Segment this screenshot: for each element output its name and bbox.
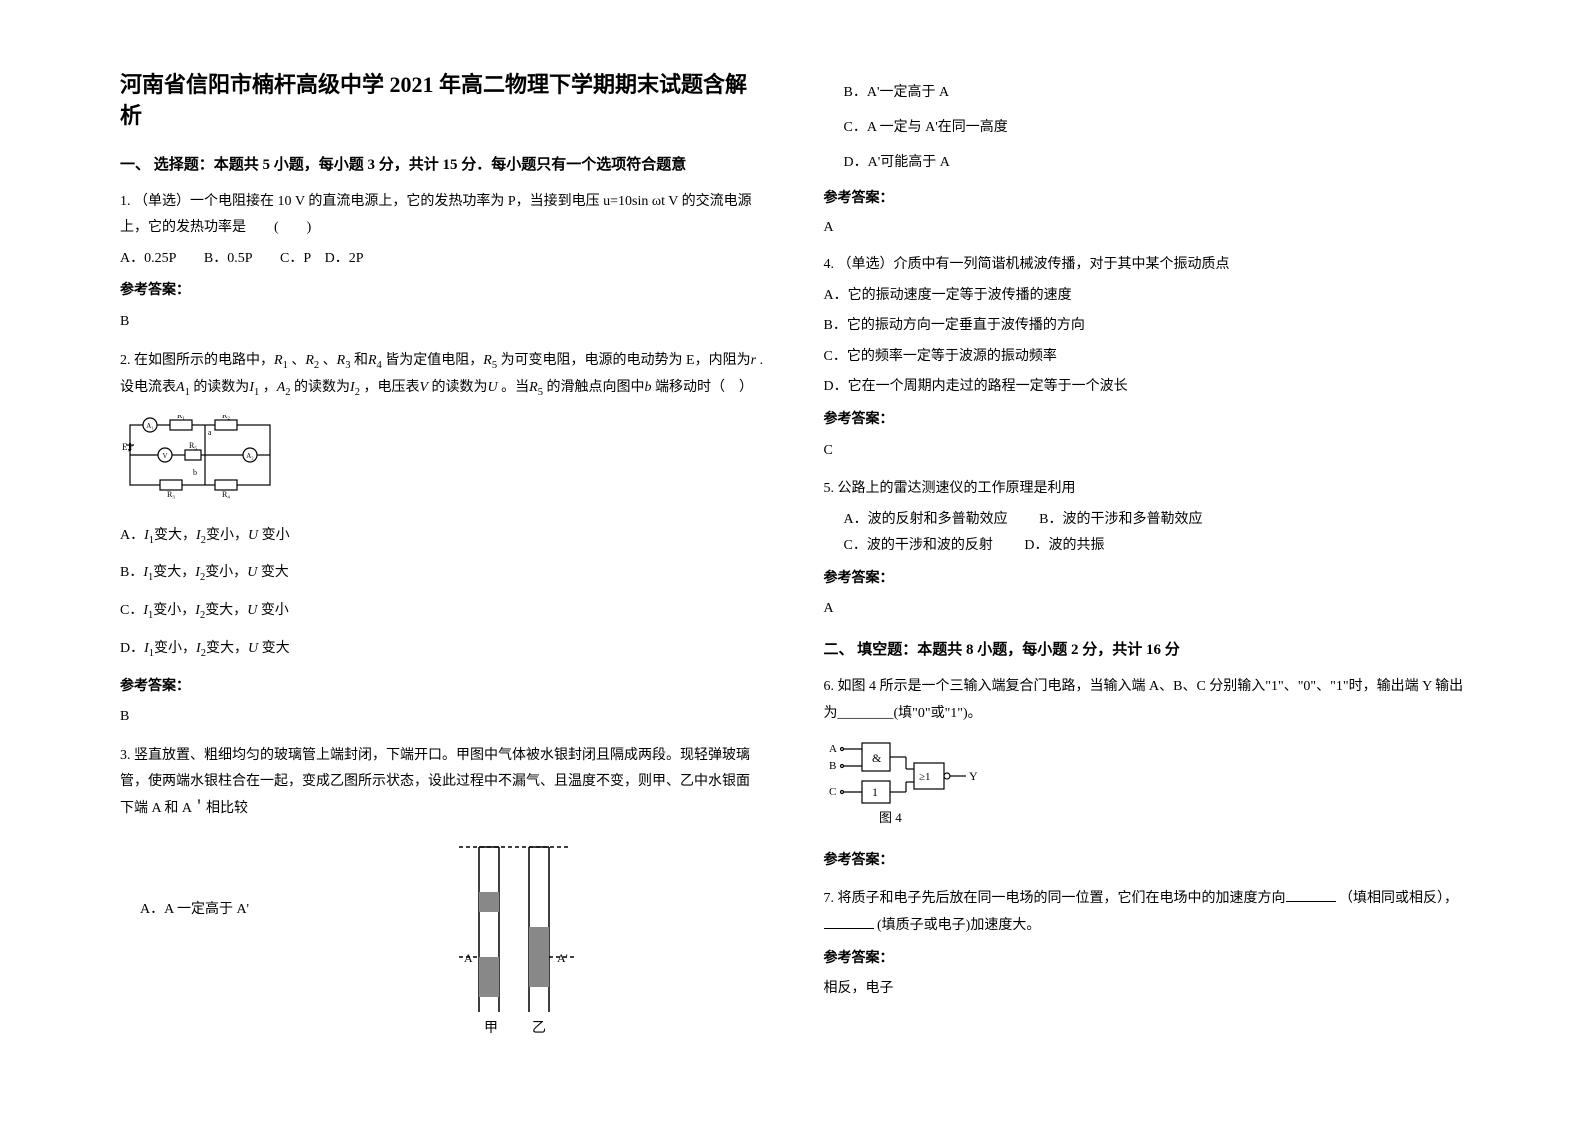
q2-p11: ，电压表 <box>363 380 419 395</box>
svg-text:V: V <box>162 452 167 460</box>
section-1-header: 一、 选择题：本题共 5 小题，每小题 3 分，共计 15 分．每小题只有一个选… <box>120 152 764 179</box>
q7-t3: (填质子或电子)加速度大。 <box>877 918 1040 933</box>
logic-gate-diagram: A B C & 1 <box>824 737 1468 838</box>
svg-text:A: A <box>464 951 473 965</box>
q4-option-b: B．它的振动方向一定垂直于波传播的方向 <box>824 313 1468 340</box>
svg-text:a: a <box>208 428 212 437</box>
q3-answer: A <box>824 215 1468 240</box>
q2-option-c: C．I1变小，I2变大，U 变小 <box>120 598 764 626</box>
q1-answer-label: 参考答案： <box>120 278 764 305</box>
q7-text: 7. 将质子和电子先后放在同一电场的同一位置，它们在电场中的加速度方向 （填相同… <box>824 886 1468 939</box>
question-5: 5. 公路上的雷达测速仪的工作原理是利用 A．波的反射和多普勒效应 B．波的干涉… <box>824 476 1468 623</box>
q2-p9: ， <box>263 380 277 395</box>
q3-option-b: B．A'一定高于 A <box>844 80 1468 105</box>
svg-text:b: b <box>193 468 197 477</box>
q4-answer-label: 参考答案： <box>824 407 1468 434</box>
svg-text:E,r: E,r <box>122 442 133 452</box>
q4-option-c: C．它的频率一定等于波源的振动频率 <box>824 344 1468 371</box>
q2-p15: 端移动时（ ） <box>655 380 753 395</box>
question-6: 6. 如图 4 所示是一个三输入端复合门电路，当输入端 A、B、C 分别输入"1… <box>824 674 1468 874</box>
q6-answer-label: 参考答案： <box>824 848 1468 875</box>
svg-text:R₅: R₅ <box>189 441 197 450</box>
q2-p12: 的读数为 <box>432 380 488 395</box>
svg-text:R₄: R₄ <box>222 490 230 499</box>
section-2-header: 二、 填空题：本题共 8 小题，每小题 2 分，共计 16 分 <box>824 637 1468 664</box>
question-7: 7. 将质子和电子先后放在同一电场的同一位置，它们在电场中的加速度方向 （填相同… <box>824 886 1468 1002</box>
q5-answer-label: 参考答案： <box>824 566 1468 593</box>
svg-text:图 4: 图 4 <box>879 810 902 825</box>
question-2: 2. 在如图所示的电路中，R1 、R2 、R3 和R4 皆为定值电阻，R5 为可… <box>120 348 764 731</box>
q2-p3: 、 <box>323 353 337 368</box>
q5-option-d: D．波的共振 <box>1024 538 1104 553</box>
q2-p14: 的滑触点向图中 <box>546 380 644 395</box>
svg-text:B: B <box>829 760 836 772</box>
q3-option-a: A．A 一定高于 A' <box>140 897 249 924</box>
q2-option-a: A．I1变大，I2变小，U 变小 <box>120 523 764 551</box>
q2-p8: 的读数为 <box>193 380 249 395</box>
question-4: 4. （单选）介质中有一列简谐机械波传播，对于其中某个振动质点 A．它的振动速度… <box>824 252 1468 464</box>
q5-text: 5. 公路上的雷达测速仪的工作原理是利用 <box>824 476 1468 503</box>
q1-text: 1. （单选）一个电阻接在 10 V 的直流电源上，它的发热功率为 P，当接到电… <box>120 189 764 242</box>
q3-text: 3. 竖直放置、粗细均匀的玻璃管上端封闭，下端开口。甲图中气体被水银封闭且隔成两… <box>120 743 764 823</box>
blank-1 <box>1286 888 1336 902</box>
svg-text:乙: 乙 <box>532 1020 546 1036</box>
left-column: 河南省信阳市楠杆高级中学 2021 年高二物理下学期期末试题含解析 一、 选择题… <box>100 70 794 1082</box>
q3-answer-label: 参考答案： <box>824 186 1468 211</box>
q2-p13: 。当 <box>501 380 529 395</box>
svg-text:A₂: A₂ <box>246 452 254 460</box>
q7-answer-label: 参考答案： <box>824 946 1468 973</box>
q1-options: A．0.25P B．0.5P C．P D．2P <box>120 246 764 273</box>
tube-diagram: A A' 甲 乙 <box>429 837 599 1048</box>
q3-option-d: D．A'可能高于 A <box>844 150 1468 175</box>
q7-t1: 7. 将质子和电子先后放在同一电场的同一位置，它们在电场中的加速度方向 <box>824 891 1286 906</box>
q2-answer: B <box>120 704 764 731</box>
q4-text: 4. （单选）介质中有一列简谐机械波传播，对于其中某个振动质点 <box>824 252 1468 279</box>
svg-text:&: & <box>872 751 882 765</box>
svg-text:R₃: R₃ <box>167 490 175 499</box>
q7-answer: 相反，电子 <box>824 976 1468 1003</box>
svg-text:A: A <box>829 743 837 755</box>
q2-text: 2. 在如图所示的电路中，R1 、R2 、R3 和R4 皆为定值电阻，R5 为可… <box>120 348 764 403</box>
svg-text:R₂: R₂ <box>222 415 230 420</box>
q1-answer: B <box>120 309 764 336</box>
q4-answer: C <box>824 438 1468 465</box>
svg-text:R₁: R₁ <box>177 415 185 420</box>
q5-option-c: C．波的干涉和波的反射 <box>844 538 993 553</box>
q2-p5: 皆为定值电阻， <box>385 353 483 368</box>
question-3: 3. 竖直放置、粗细均匀的玻璃管上端封闭，下端开口。甲图中气体被水银封闭且隔成两… <box>120 743 764 1057</box>
q7-t2: （填相同或相反）， <box>1339 891 1458 906</box>
q2-p2: 、 <box>291 353 305 368</box>
q4-option-d: D．它在一个周期内走过的路程一定等于一个波长 <box>824 374 1468 401</box>
document-title: 河南省信阳市楠杆高级中学 2021 年高二物理下学期期末试题含解析 <box>120 70 764 132</box>
q2-answer-label: 参考答案： <box>120 674 764 701</box>
q2-p10: 的读数为 <box>294 380 350 395</box>
q2-p4: 和 <box>354 353 368 368</box>
right-column: B．A'一定高于 A C．A 一定与 A'在同一高度 D．A'可能高于 A 参考… <box>794 70 1488 1082</box>
q5-answer: A <box>824 596 1468 623</box>
blank-2 <box>824 915 874 929</box>
svg-text:C: C <box>829 786 836 798</box>
svg-text:A': A' <box>557 951 568 965</box>
svg-text:Y: Y <box>969 769 978 783</box>
q2-option-d: D．I1变小，I2变大，U 变大 <box>120 636 764 664</box>
svg-text:≥1: ≥1 <box>919 771 931 783</box>
svg-text:1: 1 <box>872 785 878 799</box>
svg-text:A₁: A₁ <box>146 422 154 430</box>
q4-option-a: A．它的振动速度一定等于波传播的速度 <box>824 283 1468 310</box>
q3-option-c: C．A 一定与 A'在同一高度 <box>844 115 1468 140</box>
svg-text:甲: 甲 <box>484 1021 498 1036</box>
q6-text: 6. 如图 4 所示是一个三输入端复合门电路，当输入端 A、B、C 分别输入"1… <box>824 674 1468 727</box>
q5-option-a: A．波的反射和多普勒效应 <box>844 512 1008 527</box>
circuit-diagram: A₁ R₁ R₂ a V R₅ A₂ <box>120 415 764 511</box>
q2-p1: 2. 在如图所示的电路中， <box>120 353 274 368</box>
q5-option-b: B．波的干涉和多普勒效应 <box>1039 512 1202 527</box>
q2-p6: 为可变电阻，电源的电动势为 E，内阻为 <box>501 353 751 368</box>
question-1: 1. （单选）一个电阻接在 10 V 的直流电源上，它的发热功率为 P，当接到电… <box>120 189 764 336</box>
q2-option-b: B．I1变大，I2变小，U 变大 <box>120 560 764 588</box>
